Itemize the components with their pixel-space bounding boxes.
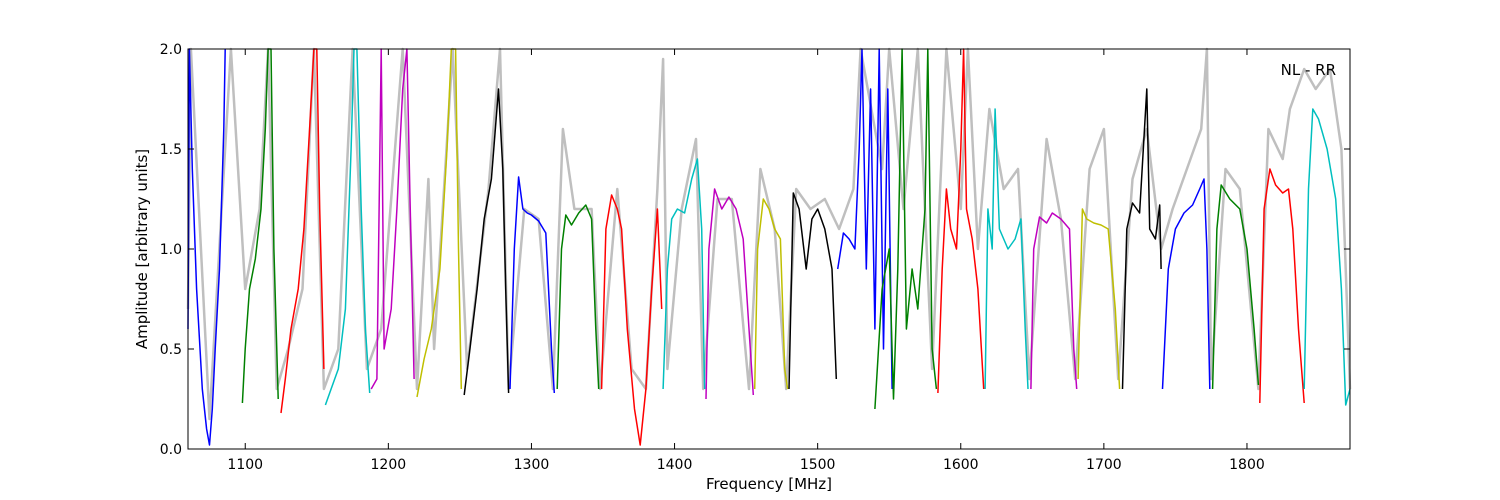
series-line-21 [1121,88,1162,390]
x-tick-label: 1500 [800,457,836,473]
y-tick-label: 0.0 [160,442,182,458]
y-tick-label: 1.0 [160,242,182,258]
y-tick-label: 2.0 [160,42,182,58]
series-line-17 [937,48,985,394]
x-tick-label: 1200 [371,457,407,473]
series-line-5 [370,48,415,390]
series-line-14 [788,192,838,390]
x-axis-label: Frequency [MHz] [706,475,832,493]
series-line-20 [1077,208,1121,390]
series-line-8 [509,176,556,394]
series-line-11 [662,158,706,390]
y-axis-label: Amplitude [arbitrary units] [133,149,151,349]
series-line-4 [324,48,371,406]
series-line-7 [463,88,510,396]
series-line-10 [600,194,663,446]
series-line-22 [1161,178,1211,390]
series-line-19 [1030,212,1078,390]
y-tick-label: 1.5 [160,142,182,158]
series-line-13 [753,198,789,390]
series-line-18 [984,108,1029,390]
series-line-25 [1303,108,1351,406]
x-axis-ticks: 1100 1200 1300 1400 1500 1600 1700 1800 [227,49,1265,473]
plot-annotation: NL - RR [1281,61,1336,79]
y-axis-ticks: 0.0 0.5 1.0 1.5 2.0 [160,42,1350,458]
x-tick-label: 1100 [227,457,263,473]
series-line-15 [836,48,893,390]
series-line-3 [280,48,325,414]
x-tick-label: 1300 [514,457,550,473]
x-tick-label: 1800 [1229,457,1265,473]
series-line-2 [241,48,279,404]
series-line-12 [705,188,755,400]
y-tick-label: 0.5 [160,342,182,358]
x-tick-label: 1600 [943,457,979,473]
series-line-9 [556,204,600,390]
series-line-6 [416,48,463,398]
x-tick-label: 1400 [657,457,693,473]
series-line-16 [874,48,938,410]
series-line-23 [1211,184,1260,390]
series-line-24 [1259,168,1305,404]
x-tick-label: 1700 [1086,457,1122,473]
series-layer [187,48,1351,446]
